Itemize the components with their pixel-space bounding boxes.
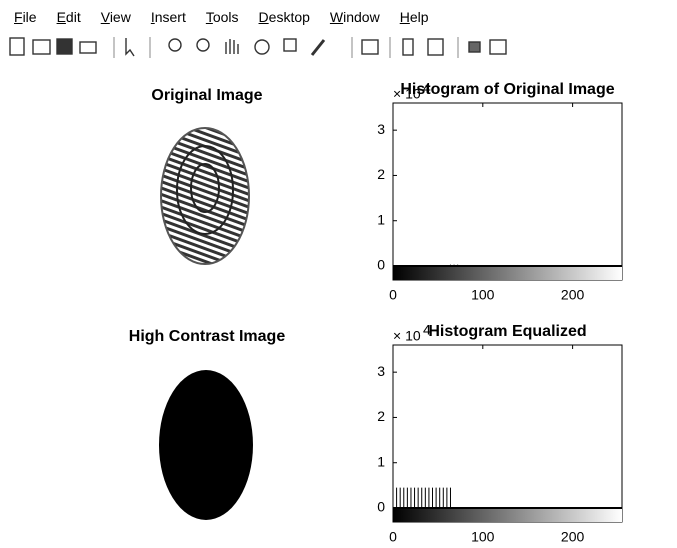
axes-box <box>393 103 622 280</box>
legend-icon[interactable] <box>428 39 443 55</box>
pan-icon[interactable] <box>226 39 238 54</box>
y-tick-label: 2 <box>377 166 385 182</box>
x-tick-label: 0 <box>389 287 397 303</box>
y-tick-label: 3 <box>377 121 385 137</box>
x-tick-label: 100 <box>471 529 495 545</box>
x-tick-label: 0 <box>389 529 397 545</box>
brush-icon[interactable] <box>312 40 324 55</box>
x-tick-label: 200 <box>561 529 585 545</box>
colorbar <box>393 508 622 522</box>
datatip-icon[interactable] <box>284 39 296 51</box>
high-contrast-fingerprint <box>159 370 253 520</box>
y-tick-label: 0 <box>377 257 385 273</box>
y-multiplier: × 10 <box>393 328 421 344</box>
y-tick-label: 0 <box>377 499 385 515</box>
y-tick-label: 2 <box>377 408 385 424</box>
zoom-out-icon[interactable] <box>197 39 209 51</box>
colorbar-icon[interactable] <box>403 39 413 55</box>
show-plot-icon[interactable] <box>490 40 506 54</box>
rotate-icon[interactable] <box>255 40 269 54</box>
page: FileEditViewInsertToolsDesktopWindowHelp <box>0 0 677 548</box>
chart-title: Histogram Equalized <box>428 323 586 340</box>
image-title: Original Image <box>151 87 262 104</box>
x-tick-label: 200 <box>561 287 585 303</box>
print-icon[interactable] <box>80 42 96 53</box>
zoom-in-icon[interactable] <box>169 39 181 51</box>
open-icon[interactable] <box>33 40 50 54</box>
hide-plot-icon[interactable] <box>469 42 480 52</box>
save-icon[interactable] <box>57 39 72 54</box>
toolbar <box>10 37 506 58</box>
image-title: High Contrast Image <box>129 328 286 345</box>
figure: Original Image High Contrast Image 0 1 2 3 0… <box>0 0 677 548</box>
colorbar <box>393 266 622 280</box>
pointer-icon[interactable] <box>126 38 134 56</box>
y-tick-label: 1 <box>377 453 385 469</box>
x-tick-label: 100 <box>471 287 495 303</box>
link-icon[interactable] <box>362 40 378 54</box>
y-tick-label: 1 <box>377 211 385 227</box>
chart-title: Histogram of Original Image <box>400 81 614 98</box>
new-icon[interactable] <box>10 38 24 55</box>
original-fingerprint <box>161 128 249 264</box>
y-tick-label: 3 <box>377 363 385 379</box>
axes-box <box>393 345 622 522</box>
